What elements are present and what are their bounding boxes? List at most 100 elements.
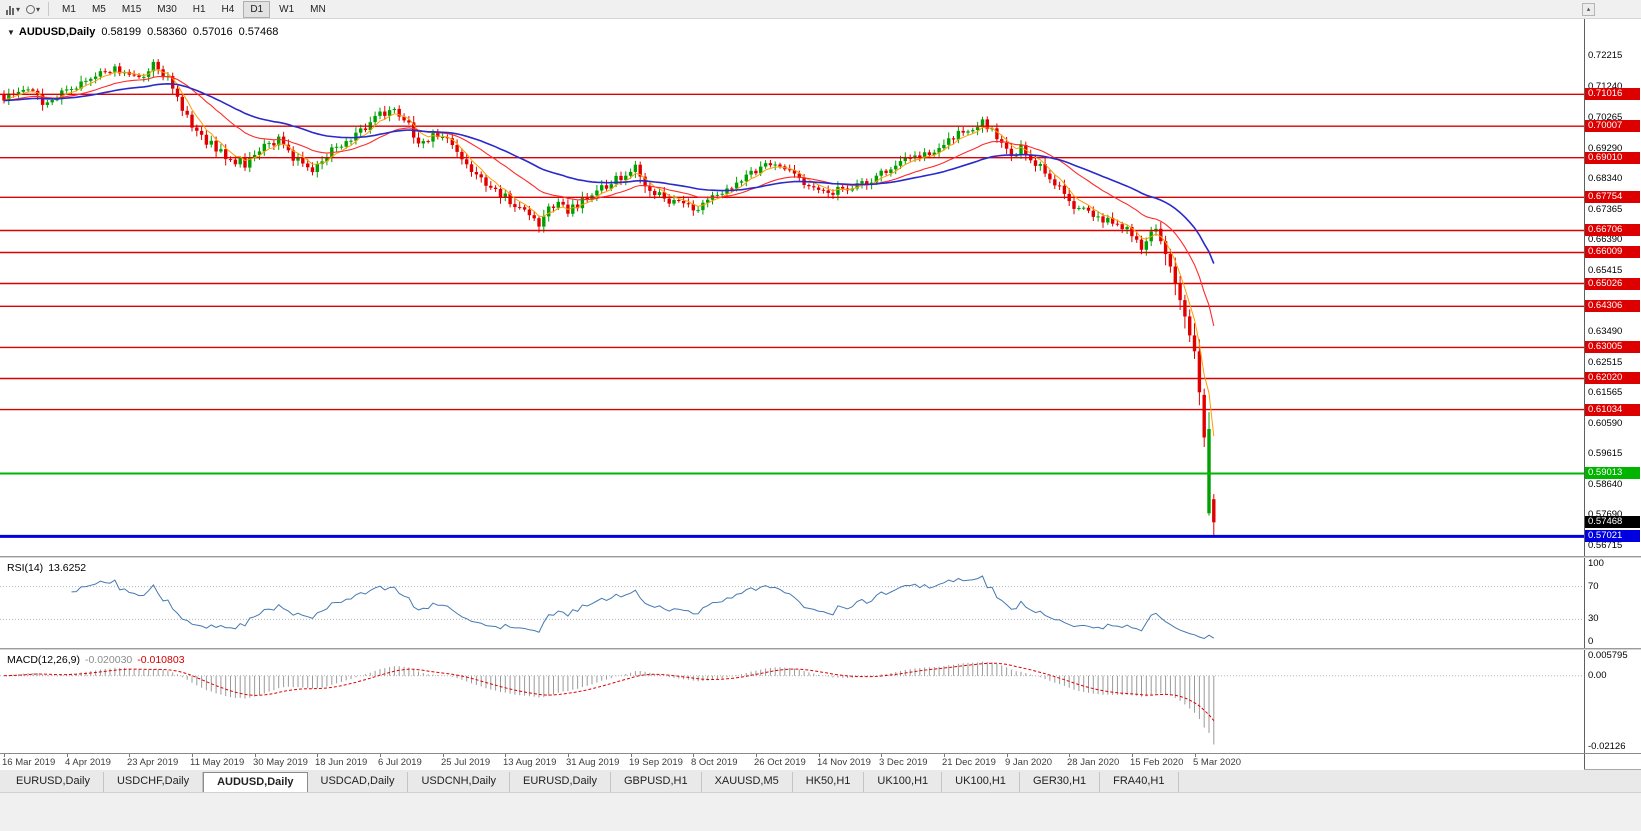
rsi-axis-label: 0 bbox=[1588, 636, 1594, 647]
price-tick-label: 0.62515 bbox=[1588, 357, 1623, 368]
timeframe-button-mn[interactable]: MN bbox=[310, 3, 326, 15]
candles-layer bbox=[2, 59, 1216, 537]
chart-tab[interactable]: USDCAD,Daily bbox=[307, 772, 409, 792]
price-axis[interactable]: 0.72215 0.71240 0.70265 0.69290 0.68340 0.673… bbox=[1584, 19, 1641, 556]
date-tick bbox=[4, 754, 5, 757]
date-tick bbox=[819, 754, 820, 757]
date-label: 9 Jan 2020 bbox=[1005, 757, 1053, 768]
price-line-badge: 0.66706 bbox=[1585, 224, 1640, 236]
date-label: 15 Feb 2020 bbox=[1130, 757, 1184, 768]
price-tick-label: 0.71240 bbox=[1588, 81, 1623, 92]
date-tick bbox=[380, 754, 381, 757]
panel-splitter[interactable] bbox=[0, 556, 1641, 558]
chart-tab[interactable]: FRA40,H1 bbox=[1100, 772, 1179, 792]
chart-title: ▼ AUDUSD,Daily 0.58199 0.58360 0.57016 0.5746… bbox=[7, 26, 278, 38]
timeframes-dropdown-button[interactable]: ▾ bbox=[23, 1, 43, 17]
horizontal-lines-layer bbox=[0, 93, 1584, 538]
timeframe-button-w1[interactable]: W1 bbox=[279, 3, 295, 15]
date-label: 5 Mar 2020 bbox=[1193, 757, 1242, 768]
timeframe-button-d1[interactable]: D1 bbox=[243, 0, 271, 18]
date-tick bbox=[1007, 754, 1008, 757]
date-label: 16 Mar 2019 bbox=[2, 757, 56, 768]
date-tick bbox=[505, 754, 506, 757]
date-label: 11 May 2019 bbox=[190, 757, 245, 768]
date-tick bbox=[129, 754, 130, 757]
rsi-canvas[interactable] bbox=[0, 558, 1584, 648]
price-line-badge: 0.62020 bbox=[1585, 372, 1640, 384]
date-tick bbox=[192, 754, 193, 757]
timeframe-button-h1[interactable]: H1 bbox=[192, 3, 206, 15]
timeframe-button-m30[interactable]: M30 bbox=[157, 3, 177, 15]
macd-main-value: -0.020030 bbox=[84, 654, 133, 666]
macd-signal-value: -0.010803 bbox=[137, 654, 185, 666]
scroll-up-button[interactable]: ▴ bbox=[1582, 2, 1595, 16]
chevron-down-icon: ▾ bbox=[16, 4, 21, 14]
timeframe-button-m5[interactable]: M5 bbox=[91, 3, 106, 15]
timeframe-button-m1[interactable]: M1 bbox=[62, 3, 76, 15]
timeframe-button-h4[interactable]: H4 bbox=[221, 3, 235, 15]
macd-axis[interactable]: 0.005795 0.00 -0.02126 bbox=[1584, 650, 1641, 753]
price-tick-label: 0.59615 bbox=[1588, 448, 1623, 459]
chart-style-button[interactable]: ▾ bbox=[3, 1, 23, 17]
timeframe-button-m15[interactable]: M15 bbox=[121, 3, 142, 15]
close-value: 0.57468 bbox=[238, 26, 279, 38]
date-label: 21 Dec 2019 bbox=[942, 757, 996, 768]
chart-tab[interactable]: USDCHF,Daily bbox=[103, 772, 204, 792]
low-value: 0.57016 bbox=[192, 26, 233, 38]
date-tick bbox=[756, 754, 757, 757]
toolbar: ▾ ▾ M1 M5 M15 M30 H1 H4 D1 W1 MN ▴ bbox=[0, 0, 1641, 19]
panel-splitter[interactable] bbox=[0, 648, 1641, 650]
price-line-badge: 0.67754 bbox=[1585, 191, 1640, 203]
date-tick bbox=[1069, 754, 1070, 757]
date-label: 30 May 2019 bbox=[253, 757, 308, 768]
price-line-badge: 0.61034 bbox=[1585, 404, 1640, 416]
chart-tab[interactable]: XAUUSD,M5 bbox=[701, 772, 793, 792]
date-tick bbox=[1195, 754, 1196, 757]
price-tick-label: 0.60590 bbox=[1588, 418, 1623, 429]
rsi-axis-label: 30 bbox=[1588, 613, 1599, 624]
date-tick bbox=[317, 754, 318, 757]
date-label: 19 Sep 2019 bbox=[629, 757, 683, 768]
price-line-badge: 0.57021 bbox=[1585, 530, 1640, 542]
chart-tab[interactable]: GER30,H1 bbox=[1019, 772, 1101, 792]
chart-tab[interactable]: EURUSD,Daily bbox=[510, 772, 611, 792]
date-tick bbox=[67, 754, 68, 757]
chart-tab[interactable]: AUDUSD,Daily bbox=[203, 772, 308, 792]
macd-axis-label: 0.005795 bbox=[1588, 650, 1628, 661]
date-label: 8 Oct 2019 bbox=[691, 757, 738, 768]
chart-tab[interactable]: USDCNH,Daily bbox=[408, 772, 511, 792]
rsi-label: RSI(14) 13.6252 bbox=[7, 562, 91, 574]
macd-row: MACD(12,26,9) -0.020030 -0.010803 0.005795… bbox=[0, 650, 1641, 753]
macd-label: MACD(12,26,9) -0.020030 -0.010803 bbox=[7, 654, 190, 666]
rsi-panel[interactable]: RSI(14) 13.6252 bbox=[0, 558, 1584, 648]
price-line-badge: 0.64306 bbox=[1585, 300, 1640, 312]
bar-chart-icon bbox=[6, 4, 15, 15]
price-line-badge: 0.59013 bbox=[1585, 467, 1640, 479]
clock-icon bbox=[26, 4, 36, 14]
chart-tab[interactable]: GBPUSD,H1 bbox=[611, 772, 702, 792]
rsi-axis-label: 100 bbox=[1588, 558, 1604, 569]
collapse-triangle-icon: ▼ bbox=[7, 28, 15, 37]
chart-tabs: EURUSD,Daily USDCHF,Daily AUDUSD,Daily USDC… bbox=[0, 769, 1641, 792]
chart-tab[interactable]: EURUSD,Daily bbox=[3, 772, 104, 792]
price-line-badge: 0.69010 bbox=[1585, 152, 1640, 164]
date-axis[interactable]: 16 Mar 2019 4 Apr 2019 23 Apr 2019 11 May 2… bbox=[0, 754, 1584, 770]
date-label: 31 Aug 2019 bbox=[566, 757, 620, 768]
price-tick-label: 0.70265 bbox=[1588, 112, 1623, 123]
price-line-badge: 0.70007 bbox=[1585, 120, 1640, 132]
date-tick bbox=[693, 754, 694, 757]
rsi-axis[interactable]: 100 70 30 0 bbox=[1584, 558, 1641, 648]
date-label: 23 Apr 2019 bbox=[127, 757, 179, 768]
status-bar bbox=[0, 792, 1641, 831]
price-line-badge: 0.63005 bbox=[1585, 341, 1640, 353]
macd-panel[interactable]: MACD(12,26,9) -0.020030 -0.010803 bbox=[0, 650, 1584, 753]
price-tick-label: 0.57690 bbox=[1588, 509, 1623, 520]
main-chart-panel[interactable]: ▼ AUDUSD,Daily 0.58199 0.58360 0.57016 0.5746… bbox=[0, 19, 1584, 556]
chart-tab[interactable]: HK50,H1 bbox=[792, 772, 865, 792]
macd-canvas[interactable] bbox=[0, 650, 1584, 753]
chart-tab[interactable]: UK100,H1 bbox=[864, 772, 943, 792]
chart-tab[interactable]: UK100,H1 bbox=[942, 772, 1020, 792]
date-label: 28 Jan 2020 bbox=[1067, 757, 1120, 768]
price-chart-canvas[interactable] bbox=[0, 19, 1584, 556]
